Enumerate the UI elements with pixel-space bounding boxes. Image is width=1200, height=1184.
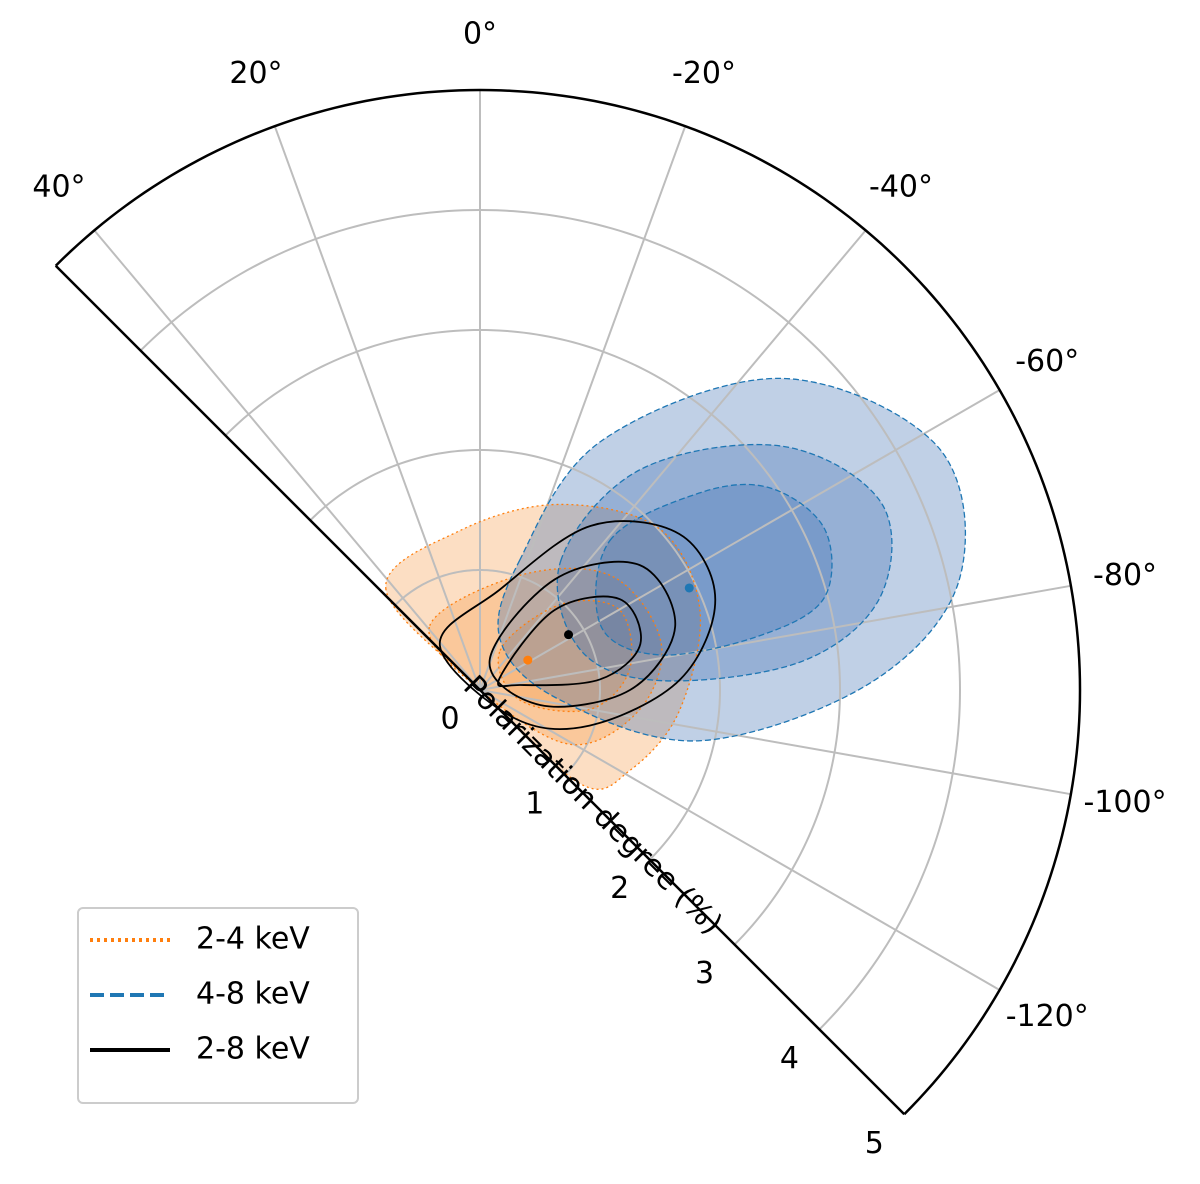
- r-tick-label: 4: [780, 1041, 799, 1076]
- contour-fills: [385, 378, 966, 790]
- theta-tick-label: -100°: [1084, 785, 1167, 820]
- grid-spoke: [273, 125, 481, 691]
- edge-spine: [54, 264, 906, 1116]
- theta-tick-label: -40°: [869, 170, 933, 205]
- legend-box: [77, 907, 359, 1104]
- contour-line: [497, 595, 642, 688]
- legend-label: 2-8 keV: [196, 1032, 310, 1067]
- theta-tick-label: 0°: [463, 17, 497, 52]
- grid-spoke: [479, 389, 1001, 691]
- point-estimate: [523, 655, 533, 665]
- grid-spoke: [479, 689, 1072, 796]
- contour-line: [428, 567, 663, 746]
- contour-line: [595, 483, 833, 656]
- grid-spoke: [479, 584, 1072, 691]
- grid-ring: [224, 328, 842, 946]
- contour-line: [497, 377, 966, 742]
- theta-tick-label: -60°: [1015, 344, 1079, 379]
- theta-tick-label: 40°: [32, 170, 85, 205]
- r-tick-label: 1: [525, 786, 544, 821]
- grid-ring: [309, 448, 722, 861]
- theta-tick-label: 20°: [229, 56, 282, 91]
- legend-label: 4-8 keV: [196, 977, 310, 1012]
- grid-spoke: [479, 125, 687, 691]
- legend-label: 2-4 keV: [196, 922, 310, 957]
- outer-spine: [54, 88, 1082, 1116]
- contour-line: [488, 560, 677, 708]
- legend: 2-4 keV 4-8 keV 2-8 keV: [77, 907, 359, 1104]
- r-tick-label: 5: [865, 1126, 884, 1161]
- contour-fill: [595, 484, 832, 656]
- theta-tick-label: -120°: [1006, 999, 1089, 1034]
- contour-line: [556, 443, 893, 682]
- grid-ring: [139, 208, 962, 1031]
- r-tick-label: 2: [610, 871, 629, 906]
- theta-tick-label: -20°: [672, 56, 736, 91]
- contour-fill: [557, 444, 892, 681]
- grid-spoke: [479, 689, 1001, 991]
- point-estimate: [684, 583, 694, 593]
- grid-spoke: [479, 229, 867, 691]
- grid: [93, 90, 1072, 1031]
- contour-lines: [385, 377, 966, 790]
- point-estimate: [564, 630, 574, 640]
- grid-spoke: [93, 229, 481, 691]
- contour-fill: [385, 504, 701, 790]
- r-tick-label: 3: [695, 956, 714, 991]
- r-tick-label: 0: [440, 702, 459, 737]
- contour-fill: [498, 378, 966, 741]
- theta-tick-label: -80°: [1093, 558, 1157, 593]
- contour-line: [438, 520, 717, 731]
